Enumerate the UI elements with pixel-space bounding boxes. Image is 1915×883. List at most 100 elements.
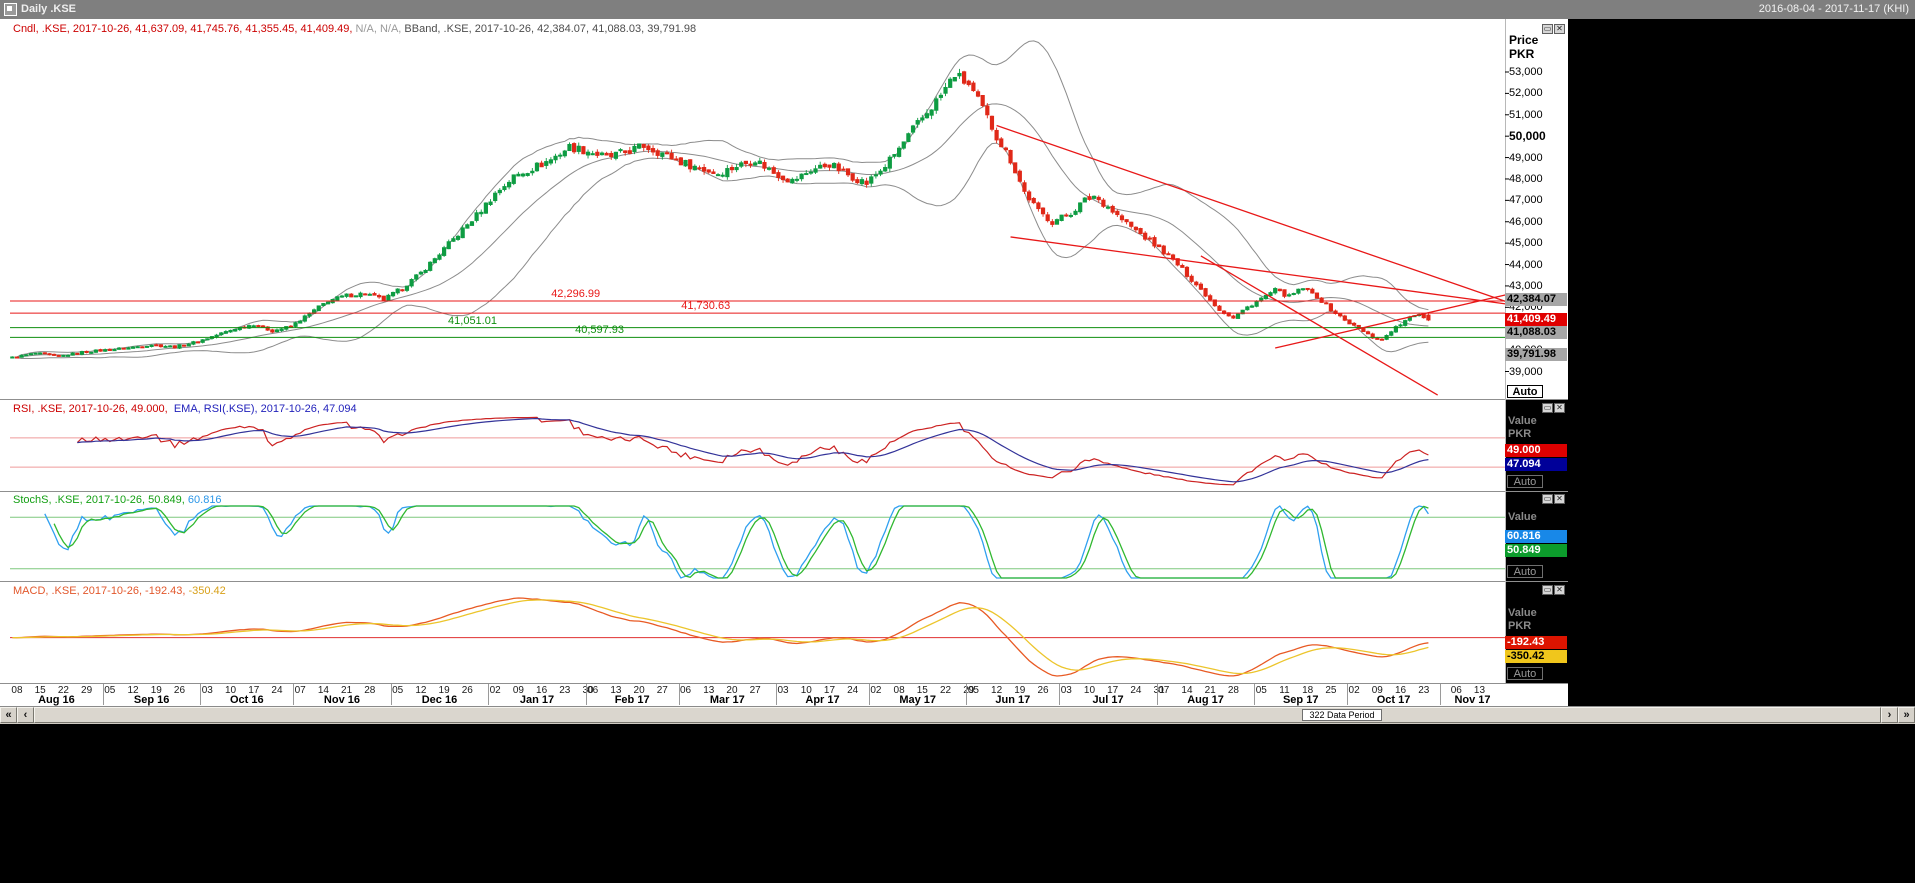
day-label: 17 [248, 685, 260, 696]
right-arrow-icon: › [1887, 709, 1892, 721]
day-label: 03 [777, 685, 789, 696]
scroll-left-fast-button[interactable]: « [0, 707, 17, 723]
day-label: 20 [726, 685, 738, 696]
day-label: 30 [582, 685, 594, 696]
day-label: 12 [127, 685, 139, 696]
scroll-right-button[interactable]: › [1881, 707, 1898, 723]
day-label: 05 [104, 685, 116, 696]
horizontal-level-label[interactable]: 40,597.93 [575, 324, 625, 337]
bollinger-upper-line [16, 40, 1429, 358]
price-axis-auto-button[interactable]: Auto [1507, 385, 1543, 398]
day-label: 13 [703, 685, 715, 696]
day-label: 23 [559, 685, 571, 696]
chart-canvas[interactable] [0, 19, 1568, 683]
panel-separator [0, 399, 1568, 400]
day-label: 29 [81, 685, 93, 696]
candles-down [14, 70, 1431, 359]
rsi-value-strip [1505, 399, 1915, 491]
price-tick-label: 53,000 [1509, 66, 1543, 78]
day-label: 12 [415, 685, 427, 696]
macd-signal-line [12, 599, 1429, 675]
date-range-label: 2016-08-04 - 2017-11-17 (KHI) [1758, 3, 1909, 15]
rsi-panel-window-controls: ▭ ✕ [1542, 403, 1568, 415]
chart-window-background [0, 19, 1568, 683]
horizontal-level-label[interactable]: 41,051.01 [448, 314, 497, 327]
day-label: 22 [57, 685, 69, 696]
month-label: Oct 17 [1376, 694, 1411, 706]
rsi-line [76, 416, 1429, 486]
day-label: 21 [1204, 685, 1216, 696]
day-label: 08 [11, 685, 23, 696]
legend-segment: EMA, RSI(.KSE), 2017-10-26, 47.094 [173, 403, 357, 415]
day-label: 06 [1450, 685, 1462, 696]
price-tick-label: 47,000 [1509, 194, 1543, 207]
macd-value-strip [1505, 581, 1915, 683]
month-label: Jun 17 [995, 694, 1031, 706]
day-label: 06 [587, 685, 599, 696]
close-icon[interactable]: ✕ [1554, 403, 1565, 413]
day-label: 18 [1302, 685, 1314, 696]
day-label: 05 [967, 685, 979, 696]
data-period-badge: 322 Data Period [1302, 709, 1382, 721]
horizontal-scrollbar[interactable]: « ‹ 322 Data Period › » [0, 706, 1915, 724]
app-icon [4, 3, 17, 16]
price-axis-unit: PKR [1509, 47, 1535, 61]
price-axis-badge: 39,791.98 [1505, 348, 1567, 362]
price-tick-label: 44,000 [1509, 258, 1543, 271]
day-label: 27 [749, 685, 761, 696]
minimize-icon[interactable]: ▭ [1542, 585, 1553, 595]
scrollbar-thumb[interactable] [34, 707, 1881, 723]
close-icon[interactable]: ✕ [1554, 494, 1565, 504]
left-arrow-icon: ‹ [23, 709, 28, 721]
close-icon[interactable]: ✕ [1554, 585, 1565, 595]
price-tick-label: 48,000 [1509, 172, 1543, 185]
legend-segment: -350.42 [188, 585, 226, 597]
macd-axis-auto-button[interactable]: Auto [1507, 667, 1543, 680]
day-label: 11 [1279, 685, 1290, 696]
close-icon[interactable]: ✕ [1554, 24, 1565, 34]
month-separator [585, 684, 587, 705]
double-left-arrow-icon: « [5, 709, 12, 721]
month-separator [678, 684, 680, 705]
minimize-icon[interactable]: ▭ [1542, 494, 1553, 504]
trend-line [1010, 236, 1508, 305]
month-separator [966, 684, 968, 705]
month-separator [1156, 684, 1158, 705]
day-label: 17 [1107, 685, 1119, 696]
price-axis-title: Price [1509, 33, 1539, 47]
legend-segment: BBand, .KSE, 2017-10-26, 42,384.07, 41,0… [404, 23, 697, 35]
day-label: 05 [1255, 685, 1267, 696]
month-label: Nov 17 [1454, 694, 1491, 706]
day-label: 07 [294, 685, 306, 696]
price-tick-label: 46,000 [1509, 215, 1543, 228]
minimize-icon[interactable]: ▭ [1542, 24, 1553, 34]
horizontal-level-label[interactable]: 42,296.99 [551, 287, 601, 300]
scroll-left-button[interactable]: ‹ [17, 707, 34, 723]
day-label: 29 [963, 685, 975, 696]
day-label: 14 [317, 685, 329, 696]
day-label: 02 [489, 685, 501, 696]
day-label: 10 [800, 685, 812, 696]
day-label: 20 [633, 685, 645, 696]
day-label: 23 [1418, 685, 1430, 696]
day-label: 16 [1394, 685, 1407, 696]
month-label: Sep 17 [1282, 694, 1319, 706]
panel-separator [0, 581, 1568, 582]
day-label: 02 [870, 685, 882, 696]
day-label: 12 [991, 685, 1003, 696]
stoch-axis-auto-button[interactable]: Auto [1507, 565, 1543, 578]
horizontal-level-label[interactable]: 41,730.63 [681, 300, 731, 313]
rsi-axis-auto-button[interactable]: Auto [1507, 475, 1543, 488]
price-tick-label: 43,000 [1509, 279, 1543, 292]
day-label: 14 [1181, 685, 1193, 696]
day-label: 02 [1348, 685, 1360, 696]
scroll-right-fast-button[interactable]: » [1898, 707, 1915, 723]
day-label: 09 [1371, 685, 1383, 696]
window-title: Daily .KSE [21, 3, 77, 15]
minimize-icon[interactable]: ▭ [1542, 403, 1553, 413]
trend-line [996, 124, 1508, 303]
macd-value-badge: -192.43 [1505, 636, 1567, 649]
main-panel-window-controls: ▭ ✕ [1542, 24, 1568, 36]
month-separator [1347, 684, 1349, 705]
